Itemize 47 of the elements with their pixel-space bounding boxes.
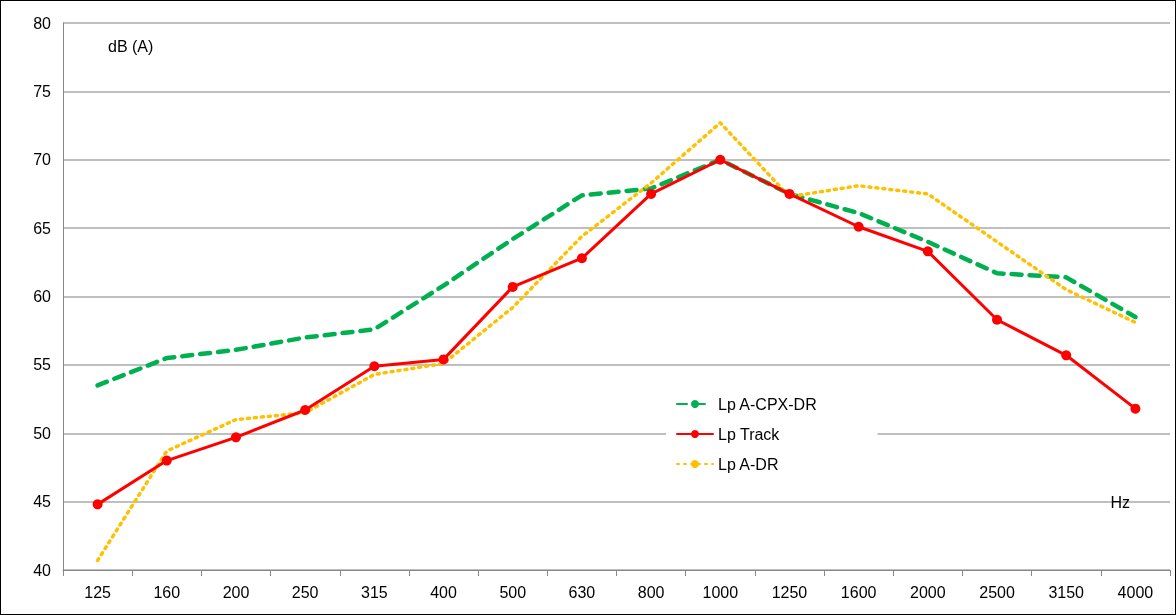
x-tick-label: 160	[153, 583, 181, 601]
point	[646, 188, 657, 199]
point	[715, 154, 726, 165]
y-tick-label: 45	[33, 493, 52, 511]
y-tick-label: 50	[33, 424, 52, 442]
point	[853, 221, 864, 232]
x-tick-label: 1600	[840, 583, 877, 601]
y-tick-label: 70	[33, 151, 52, 169]
x-tick-label: 2000	[910, 583, 946, 601]
x-tick-label: 125	[84, 583, 112, 601]
y-tick-label: 65	[33, 219, 52, 237]
point	[576, 253, 587, 264]
point	[92, 499, 103, 510]
y-tick-label: 40	[33, 561, 52, 579]
x-tick-label: 1000	[702, 583, 739, 601]
line-series	[95, 121, 1138, 563]
x-tick-label: 630	[568, 583, 596, 601]
point	[922, 246, 933, 257]
point	[1130, 403, 1141, 414]
point	[507, 281, 518, 292]
x-axis-title: Hz	[1110, 493, 1130, 511]
y-tick-label: 55	[33, 356, 52, 374]
y-tick-label: 60	[33, 288, 52, 305]
legend-label: Lp A-DR	[718, 455, 779, 473]
x-tick-label: 2500	[979, 583, 1015, 601]
legend-label: Lp Track	[718, 425, 781, 443]
point	[992, 314, 1003, 325]
point	[438, 354, 449, 365]
y-tick-label: 75	[33, 82, 52, 100]
point	[1061, 350, 1072, 361]
x-tick-label: 500	[499, 583, 527, 601]
point	[300, 405, 311, 415]
x-tick-label: 3150	[1048, 583, 1085, 601]
point	[161, 455, 172, 466]
x-tick-label: 315	[360, 583, 388, 601]
x-tick-label: 400	[430, 583, 457, 601]
x-tick-label: 250	[291, 583, 319, 601]
x-tick-label: 800	[637, 583, 665, 601]
point	[369, 361, 380, 372]
y-tick-label: 80	[33, 14, 52, 32]
x-tick-label: 4000	[1117, 583, 1154, 601]
legend-label: Lp A-CPX-DR	[718, 395, 817, 413]
y-axis-title: dB (A)	[108, 37, 154, 55]
point	[784, 188, 795, 199]
point	[230, 432, 241, 443]
x-tick-label: 1250	[771, 583, 808, 601]
x-tick-label: 200	[222, 583, 250, 601]
